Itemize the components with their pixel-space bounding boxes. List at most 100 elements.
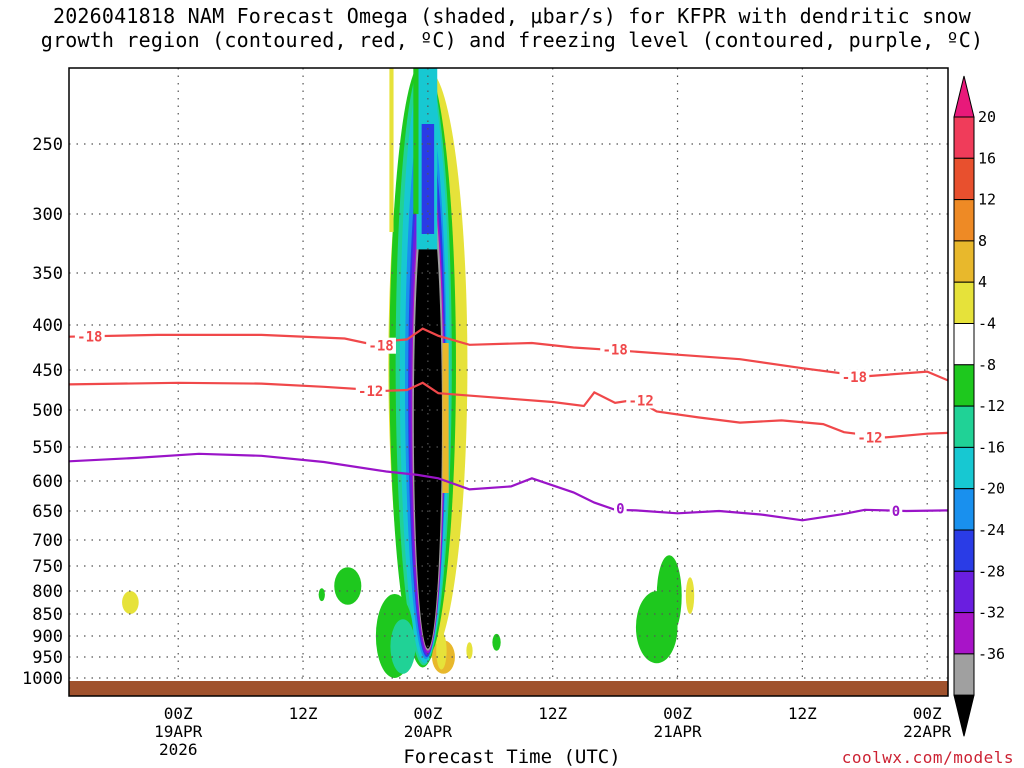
- x-tick-label: 00Z: [913, 704, 942, 723]
- x-tick-label: 12Z: [538, 704, 567, 723]
- colorbar-swatch: [953, 323, 975, 366]
- omega-flank-teal: [390, 619, 416, 674]
- y-tick-label: 300: [32, 205, 63, 225]
- contour-label-bg: [366, 337, 396, 354]
- colorbar-swatch: [953, 116, 975, 159]
- contour-label: -12: [628, 393, 653, 409]
- contour-label: -12: [857, 430, 882, 446]
- omega-upper-blue: [421, 124, 435, 234]
- y-tick-label: 600: [32, 472, 63, 492]
- colorbar-swatch: [953, 199, 975, 242]
- contour-label-bg: [855, 429, 885, 446]
- colorbar-swatch: [953, 653, 975, 696]
- contour-label-bg: [626, 392, 657, 409]
- colorbar-label: 12: [978, 191, 996, 209]
- y-tick-label: 650: [32, 502, 63, 522]
- source-credit: coolwx.com/models: [841, 748, 1014, 767]
- colorbar-swatch: [953, 612, 975, 655]
- contour-label: -18: [77, 330, 102, 346]
- x-tick-label: 20APR: [404, 722, 453, 741]
- x-tick-label: 00Z: [413, 704, 442, 723]
- chart-title: 2026041818 NAM Forecast Omega (shaded, μ…: [0, 4, 1024, 52]
- y-tick-label: 700: [32, 531, 63, 551]
- colorbar-label: -24: [978, 521, 1005, 539]
- omega-blob-green-2: [318, 588, 325, 602]
- freezing-level-contour: [69, 452, 948, 522]
- terrain-strip: [69, 681, 948, 696]
- y-tick-label: 900: [32, 627, 63, 647]
- colorbar-swatch: [953, 157, 975, 201]
- y-tick-label: 400: [32, 316, 63, 336]
- colorbar-bottom-arrow: [953, 694, 975, 737]
- x-tick-label: 19APR: [154, 722, 203, 741]
- colorbar-label: -32: [978, 604, 1005, 622]
- colorbar-label: -20: [978, 480, 1005, 498]
- colorbar-swatch: [953, 364, 975, 407]
- plot-area: [69, 68, 948, 696]
- colorbar-label: -8: [978, 356, 996, 374]
- colorbar-swatch: [953, 446, 975, 490]
- y-tick-label: 350: [32, 264, 63, 284]
- colorbar-label: -12: [978, 397, 1005, 415]
- colorbar-swatch: [953, 281, 975, 325]
- contour-label: 0: [892, 504, 900, 520]
- contour-label-bg: [600, 341, 631, 358]
- y-tick-label: 550: [32, 438, 63, 458]
- colorbar-label: 4: [978, 273, 987, 291]
- omega-blob-green-3: [492, 633, 501, 651]
- y-tick-label: 250: [32, 135, 63, 155]
- omega-yellow-strip: [442, 343, 449, 493]
- contour-label: 0: [616, 502, 624, 518]
- plot-background: [69, 68, 948, 696]
- omega-shading: [122, 68, 695, 678]
- contour-label-bg: [614, 500, 627, 517]
- contour-label-bg: [839, 369, 870, 386]
- x-tick-label: 2026: [159, 740, 198, 759]
- y-tick-label: 950: [32, 648, 63, 668]
- contour-labels: -18 -18 -18 -18 -12 -12 -12 0 0: [74, 328, 903, 520]
- contour-label-bg: [889, 503, 903, 519]
- dendritic-contour--18: [69, 327, 948, 382]
- omega-blob-green: [334, 567, 362, 605]
- colorbar-swatch: [953, 240, 975, 283]
- omega-blob-green-5: [656, 555, 682, 636]
- chart-title-line-1: 2026041818 NAM Forecast Omega (shaded, μ…: [52, 4, 972, 28]
- x-tick-label: 22APR: [903, 722, 952, 741]
- contour-label: -12: [358, 384, 383, 400]
- x-tick-label: 00Z: [164, 704, 193, 723]
- colorbar-label: 20: [978, 108, 996, 126]
- colorbar-label: -28: [978, 562, 1005, 580]
- y-axis: 2503003504004505005506006507007508008509…: [22, 135, 63, 689]
- contour-label: -18: [842, 370, 867, 386]
- colorbar-label: -36: [978, 645, 1005, 663]
- y-tick-label: 500: [32, 401, 63, 421]
- y-tick-label: 750: [32, 557, 63, 577]
- omega-blob-yellow-5: [685, 577, 695, 614]
- colorbar-swatch: [953, 405, 975, 448]
- omega-upper-yellow-left: [389, 68, 394, 232]
- x-tick-label: 12Z: [788, 704, 817, 723]
- contour-label: -18: [602, 342, 627, 358]
- colorbar-swatch: [953, 570, 975, 614]
- omega-blob-yellow-4: [466, 642, 473, 660]
- colorbar-label: -16: [978, 438, 1005, 456]
- y-tick-label: 1000: [22, 669, 63, 689]
- colorbar-top-arrow: [953, 75, 975, 118]
- colorbar-label: 8: [978, 232, 987, 250]
- omega-blob-yellow-2: [436, 631, 447, 670]
- omega-blob-yellow-3: [122, 591, 139, 614]
- colorbar: 20 16 12 8 4 -4 -8 -12 -16 -20 -24 -28 -32 -36: [953, 75, 1005, 737]
- colorbar-label: 16: [978, 149, 996, 167]
- colorbar-swatch: [953, 488, 975, 531]
- x-axis-title: Forecast Time (UTC): [403, 746, 621, 768]
- contour-label-bg: [74, 328, 105, 345]
- contour-label: -18: [368, 339, 393, 355]
- colorbar-swatch: [953, 529, 975, 572]
- ground-strip: [69, 681, 948, 696]
- x-tick-label: 21APR: [653, 722, 702, 741]
- y-tick-label: 800: [32, 582, 63, 602]
- colorbar-label: -4: [978, 315, 996, 333]
- x-tick-label: 12Z: [289, 704, 318, 723]
